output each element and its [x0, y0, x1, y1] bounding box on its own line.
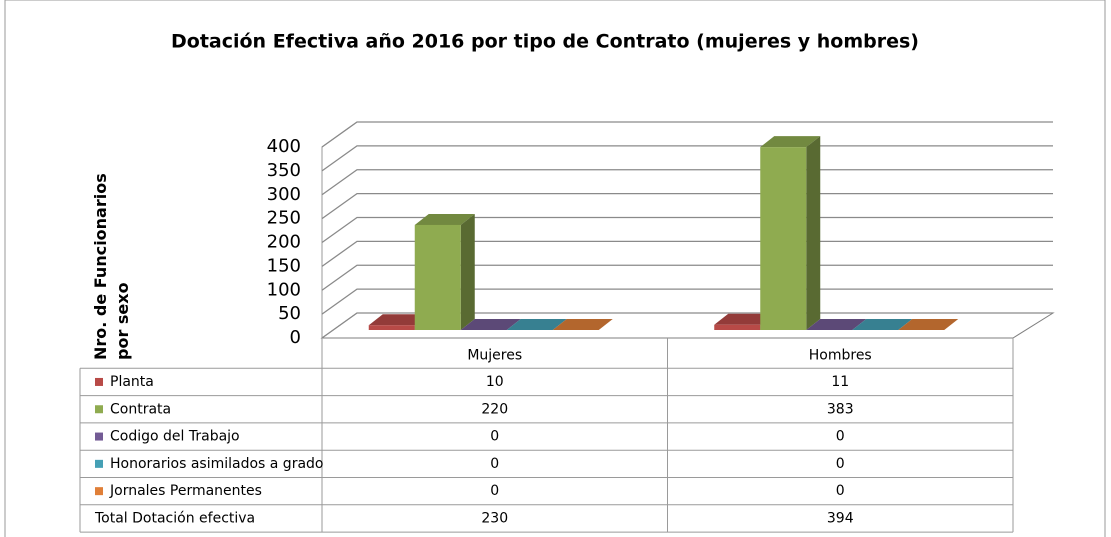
bar-top	[506, 319, 567, 330]
bar-top	[552, 319, 613, 330]
category-label: Mujeres	[467, 348, 522, 364]
legend-key	[95, 432, 103, 441]
grid-line	[321, 192, 1053, 220]
y-tick-label: 100	[267, 279, 301, 300]
bar-side	[460, 213, 475, 330]
grid-line	[321, 216, 1053, 244]
table-value: 10	[486, 374, 504, 390]
bar	[898, 319, 959, 330]
legend-key	[95, 377, 103, 386]
category-label: Hombres	[809, 348, 872, 364]
total-label: Total Dotación efectiva	[94, 510, 255, 526]
bar-top	[368, 314, 429, 326]
y-tick-label: 350	[267, 160, 301, 181]
bar-top	[760, 136, 821, 148]
legend-label: Jornales Permanentes	[109, 483, 262, 499]
table-value: 11	[831, 374, 849, 390]
bar	[760, 136, 821, 330]
bar	[552, 319, 613, 330]
y-tick-label: 200	[267, 232, 301, 253]
bar-top	[898, 319, 959, 330]
bar-top	[852, 319, 913, 330]
bar	[506, 319, 567, 330]
bar-top	[714, 313, 775, 325]
grid-line	[321, 240, 1053, 267]
bar-top	[806, 319, 867, 330]
table-value: 0	[836, 483, 845, 499]
chart-title: Dotación Efectiva año 2016 por tipo de C…	[171, 31, 919, 53]
legend-key	[95, 459, 103, 468]
table-value: 0	[490, 456, 499, 472]
bar-front	[368, 325, 415, 330]
chart-frame	[4, 0, 1106, 537]
bar-top	[414, 213, 475, 225]
table-value: 0	[836, 456, 845, 472]
y-tick-label: 150	[267, 255, 301, 276]
grid-line	[321, 312, 1053, 339]
legend-label: Planta	[110, 374, 154, 390]
legend-key	[95, 405, 103, 414]
legend-label: Codigo del Trabajo	[110, 429, 240, 445]
y-tick-label: 50	[278, 303, 301, 324]
table-value: 0	[490, 483, 499, 499]
grid-line	[321, 264, 1053, 291]
legend-label: Honorarios asimilados a grado	[110, 456, 323, 472]
total-value: 230	[481, 510, 508, 526]
grid-line	[321, 145, 1053, 172]
y-tick-label: 300	[267, 184, 301, 205]
table-value: 220	[481, 401, 508, 417]
table-value: 0	[836, 429, 845, 445]
table-value: 383	[827, 401, 854, 417]
legend-key	[95, 487, 103, 496]
y-axis-label: Nro. de Funcionarios por sexo	[91, 173, 132, 360]
grid-line	[321, 169, 1053, 196]
total-value: 394	[827, 510, 854, 526]
bar-front	[414, 224, 461, 330]
bar-front	[714, 324, 761, 330]
grid-line	[321, 288, 1053, 315]
y-tick-label: 400	[267, 136, 301, 157]
y-tick-label: 0	[290, 327, 301, 348]
y-tick-label: 250	[267, 208, 301, 229]
grid-line	[321, 121, 1053, 148]
bar-front	[760, 147, 807, 330]
bar-top	[460, 319, 521, 330]
legend-label: Contrata	[110, 401, 171, 417]
bar	[806, 319, 867, 330]
bar	[414, 213, 475, 330]
bar	[460, 319, 521, 330]
table-value: 0	[490, 429, 499, 445]
bar	[852, 319, 913, 330]
bar-side	[806, 136, 821, 330]
